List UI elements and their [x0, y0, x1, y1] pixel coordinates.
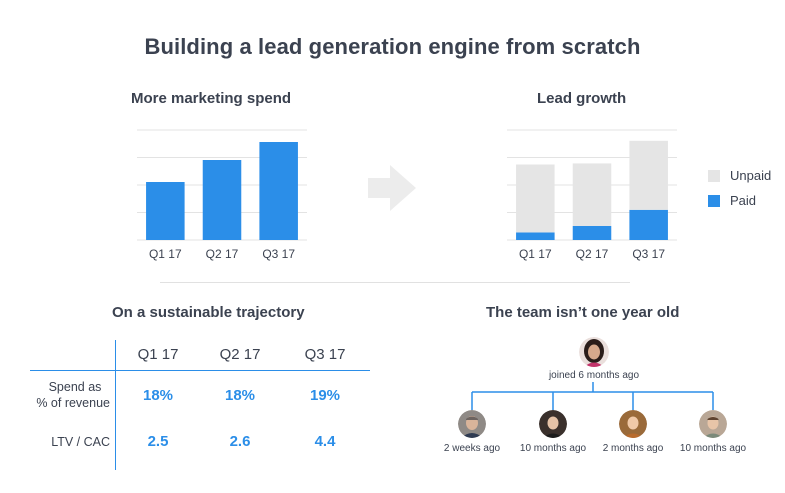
row-label-spend: Spend as % of revenue	[10, 379, 110, 411]
spend-tick-label-3: Q3 17	[262, 247, 295, 261]
lead-joined-label: joined 6 months ago	[548, 370, 640, 381]
avatar-member-4	[699, 410, 727, 438]
growth-bar-paid-1	[516, 232, 555, 240]
legend-label-paid: Paid	[730, 193, 757, 208]
section-divider	[160, 282, 630, 283]
growth-tick-label-2: Q2 17	[576, 247, 609, 261]
legend-label-unpaid: Unpaid	[730, 168, 772, 183]
legend-swatch-paid	[708, 194, 720, 207]
growth-bar-paid-3	[629, 209, 668, 240]
growth-bar-unpaid-1	[516, 164, 555, 233]
spend-tick-label-2: Q2 17	[206, 247, 239, 261]
row-label-ltv: LTV / CAC	[51, 435, 110, 449]
cell-spend-q2: 18%	[224, 387, 256, 404]
cell-ltv-q2: 2.6	[229, 433, 251, 450]
legend-item-unpaid: Unpaid	[708, 168, 771, 183]
growth-tick-label-1: Q1 17	[519, 247, 552, 261]
cell-spend-q1: 18%	[142, 387, 174, 404]
team-tree-lines	[471, 382, 714, 410]
member-3-label: 2 months ago	[602, 443, 664, 454]
table-horizontal-line	[30, 370, 370, 371]
spend-tick-label-1: Q1 17	[149, 247, 182, 261]
spend-bar-2	[202, 160, 242, 240]
member-1-label: 2 weeks ago	[443, 443, 501, 454]
column-header-q2: Q2 17	[219, 346, 261, 363]
growth-bar-unpaid-2	[572, 163, 612, 226]
arrow-right-icon	[368, 165, 416, 211]
legend-item-paid: Paid	[708, 193, 771, 208]
avatar-member-3	[619, 410, 647, 438]
avatar-member-2	[539, 410, 567, 438]
member-2-label: 10 months ago	[519, 443, 587, 454]
row-label-spend-line2: % of revenue	[36, 396, 110, 410]
growth-bar-unpaid-3	[629, 140, 668, 210]
legend-swatch-unpaid	[708, 169, 720, 182]
team-title: The team isn’t one year old	[486, 304, 680, 321]
column-header-q3: Q3 17	[304, 346, 346, 363]
avatar-member-1	[458, 410, 486, 438]
avatar-lead	[579, 337, 609, 367]
spend-chart-title: More marketing spend	[131, 90, 292, 107]
spend-bar-1	[146, 182, 185, 240]
growth-tick-label-3: Q3 17	[632, 247, 665, 261]
member-4-label: 10 months ago	[679, 443, 747, 454]
lead-growth-chart: Q1 17 Q2 17 Q3 17	[507, 129, 677, 261]
page-title: Building a lead generation engine from s…	[144, 34, 641, 59]
growth-bar-paid-2	[572, 225, 612, 240]
cell-spend-q3: 19%	[309, 387, 341, 404]
cell-ltv-q1: 2.5	[147, 433, 169, 450]
growth-legend: Unpaid Paid	[708, 168, 771, 208]
trajectory-title: On a sustainable trajectory	[112, 304, 305, 321]
spend-chart: Q1 17 Q2 17 Q3 17	[137, 129, 307, 261]
cell-ltv-q3: 4.4	[314, 433, 336, 450]
row-label-spend-line1: Spend as	[48, 380, 102, 394]
spend-bar-3	[259, 142, 298, 240]
table-vertical-line	[115, 340, 116, 470]
growth-chart-title: Lead growth	[537, 90, 627, 107]
column-header-q1: Q1 17	[137, 346, 179, 363]
